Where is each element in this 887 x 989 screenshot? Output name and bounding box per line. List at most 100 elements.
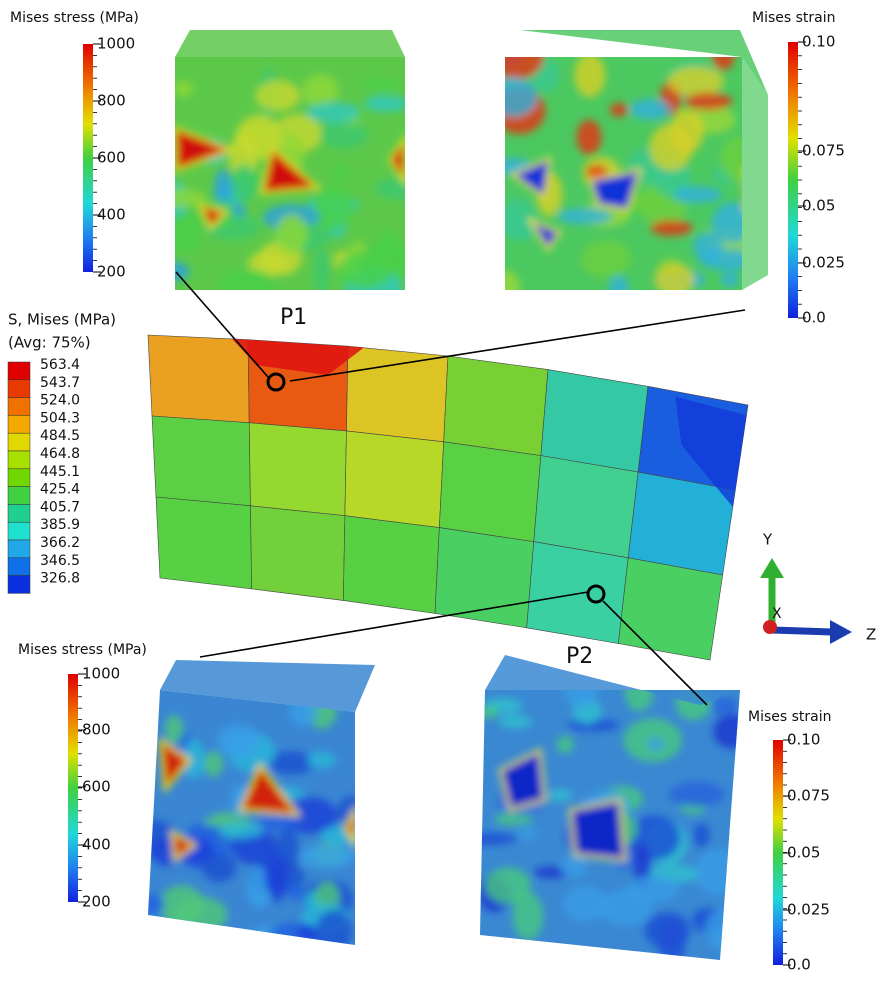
legend-label: 385.9 — [40, 517, 80, 533]
texture-blob — [560, 856, 588, 878]
hot-spot — [260, 145, 322, 195]
legend-label: 326.8 — [40, 571, 80, 587]
texture-blob — [693, 823, 710, 848]
legend-label: 445.1 — [40, 464, 80, 480]
legend-swatch — [7, 539, 31, 559]
legend-label: 543.7 — [40, 375, 80, 391]
colorbar-title: Mises stress (MPa) — [18, 642, 147, 658]
texture-blob — [286, 883, 303, 900]
colorbar-label: 200 — [97, 263, 126, 281]
legend-label: 504.3 — [40, 410, 80, 426]
colorbar-label: 0.0 — [787, 956, 811, 974]
legend-swatch — [7, 379, 31, 398]
beam-element — [343, 515, 440, 614]
colorbar-label: 600 — [82, 778, 111, 796]
point-label: P1 — [280, 305, 307, 330]
texture-blob — [711, 696, 738, 715]
beam-element — [250, 505, 346, 601]
hot-spot — [526, 216, 563, 253]
hot-spot — [170, 829, 198, 863]
beam-element — [540, 369, 649, 473]
texture-blob — [658, 919, 686, 960]
hot-spot — [568, 798, 627, 862]
colorbar-title: Mises strain — [748, 709, 832, 725]
beam-element — [434, 527, 535, 629]
texture-blob — [297, 923, 317, 943]
legend-label: 484.5 — [40, 428, 80, 444]
colorbar-label: 0.05 — [802, 197, 835, 215]
texture-blob — [302, 73, 339, 108]
cube — [148, 660, 375, 945]
texture-blob — [498, 714, 533, 729]
texture-blob — [672, 186, 722, 204]
cube — [175, 30, 405, 290]
beam-element — [346, 345, 449, 443]
hot-spot — [175, 125, 237, 173]
hot-spot — [498, 747, 547, 812]
legend-label: 524.0 — [40, 393, 80, 409]
cube-side — [742, 57, 768, 290]
legend-swatch — [7, 397, 31, 416]
texture-blob — [361, 78, 400, 91]
beam-coldspot — [675, 396, 747, 507]
texture-blob — [505, 57, 544, 80]
colorbar — [788, 42, 798, 318]
texture-blob — [231, 164, 257, 203]
texture-blob — [175, 261, 190, 282]
colorbar-title: Mises strain — [752, 10, 836, 26]
axis-label: X — [772, 606, 782, 622]
texture-blob — [557, 208, 613, 225]
texture-blob — [267, 750, 315, 775]
beam-element — [533, 455, 639, 559]
colorbar-label: 0.025 — [802, 254, 845, 272]
legend-swatch — [7, 450, 31, 470]
legend-title: S, Mises (MPa) — [8, 311, 116, 329]
legend-swatch — [7, 415, 31, 434]
texture-blob — [609, 103, 629, 117]
texture-blob — [705, 906, 740, 953]
colorbar-label: 0.10 — [787, 731, 820, 749]
texture-blob — [216, 269, 277, 290]
beam-element — [147, 334, 250, 424]
texture-blob — [336, 252, 393, 289]
texture-blob — [320, 826, 355, 846]
texture-blob — [512, 892, 544, 941]
texture-blob — [650, 220, 693, 236]
texture-blob — [159, 884, 205, 927]
legend-label: 563.4 — [40, 357, 80, 373]
texture-blob — [201, 853, 237, 883]
texture-blob — [315, 910, 353, 945]
cube-texture — [175, 68, 405, 290]
texture-blob — [182, 739, 205, 780]
cube — [505, 30, 768, 290]
beam-element — [155, 496, 252, 590]
texture-blob — [654, 262, 695, 290]
colorbar-label: 600 — [97, 149, 126, 167]
hot-spot — [388, 133, 405, 187]
beam-element — [526, 541, 629, 644]
texture-blob — [320, 121, 368, 149]
hot-spot — [197, 202, 229, 231]
texture-blob — [720, 135, 742, 183]
colorbar-label: 1000 — [82, 665, 120, 683]
cube-top — [160, 660, 375, 712]
texture-blob — [563, 885, 608, 922]
axis-label: Y — [762, 531, 773, 549]
texture-blob — [374, 177, 405, 200]
colorbar-label: 1000 — [97, 35, 135, 53]
legend-label: 346.5 — [40, 553, 80, 569]
texture-blob — [556, 735, 574, 754]
texture-blob — [505, 270, 521, 290]
hot-spot — [237, 762, 302, 817]
texture-blob — [517, 826, 539, 840]
texture-blob — [713, 714, 740, 749]
texture-blob — [175, 188, 206, 208]
colorbar-label: 0.025 — [787, 901, 830, 919]
colorbar — [773, 740, 783, 965]
texture-blob — [580, 239, 632, 278]
colorbar-label: 800 — [82, 721, 111, 739]
colorbar-label: 0.075 — [802, 142, 845, 160]
texture-blob — [312, 184, 355, 230]
texture-blob — [668, 781, 725, 808]
